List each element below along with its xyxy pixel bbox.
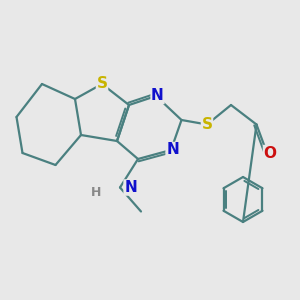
- Text: N: N: [166, 142, 179, 158]
- Text: H: H: [91, 185, 101, 199]
- Text: N: N: [151, 88, 164, 104]
- Text: S: S: [97, 76, 107, 92]
- Text: O: O: [263, 146, 277, 160]
- Text: S: S: [202, 117, 212, 132]
- Text: N: N: [124, 180, 137, 195]
